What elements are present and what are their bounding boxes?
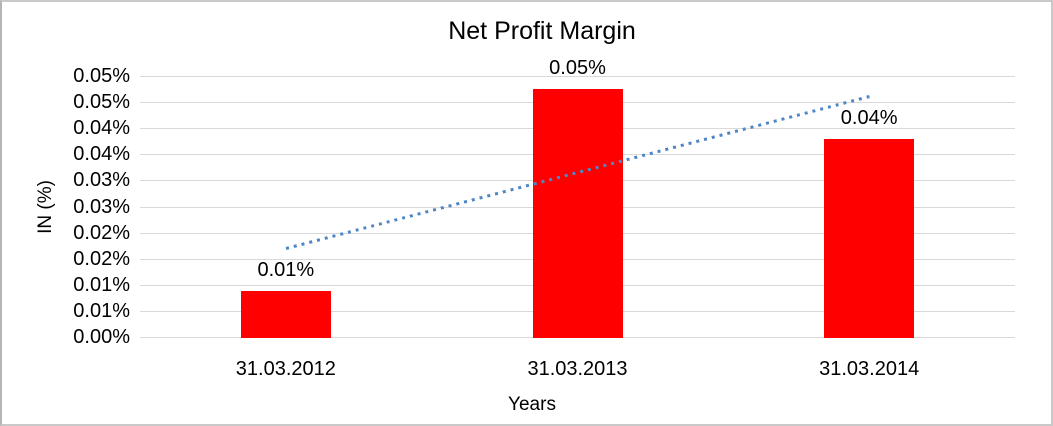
bar [241, 291, 331, 338]
bar-data-label: 0.05% [549, 57, 606, 79]
bar [824, 139, 914, 338]
y-axis-tick-labels: 0.05% 0.05% 0.04% 0.04% 0.03% 0.03% 0.02% 0.02%… [56, 66, 130, 347]
y-tick-label: 0.02% [73, 248, 130, 270]
bar-data-label: 0.04% [840, 107, 898, 129]
y-tick-label: 0.03% [73, 196, 130, 218]
chart-title: Net Profit Margin [448, 17, 636, 45]
y-tick-label: 0.02% [73, 222, 130, 244]
y-tick-label: 0.03% [73, 169, 130, 191]
bar-data-label: 0.01% [257, 259, 315, 281]
x-axis-title: Years [508, 394, 556, 415]
plot-area: 0.01% 0.05% 0.04% [140, 58, 1015, 338]
y-tick-label: 0.01% [73, 300, 130, 322]
y-tick-label: 0.04% [73, 117, 130, 139]
y-axis-title: IN (%) [35, 180, 56, 234]
x-tick-label: 31.03.2014 [819, 358, 920, 380]
y-tick-label: 0.00% [73, 326, 130, 348]
y-tick-label: 0.01% [73, 274, 130, 296]
x-tick-label: 31.03.2012 [235, 358, 336, 380]
x-axis-tick-labels: 31.03.2012 31.03.2013 31.03.2014 [140, 358, 1015, 380]
y-tick-label: 0.05% [73, 65, 130, 87]
bar [533, 89, 623, 338]
gridline [140, 76, 1015, 77]
y-tick-label: 0.05% [73, 91, 130, 113]
x-tick-label: 31.03.2013 [527, 358, 628, 380]
y-tick-label: 0.04% [73, 143, 130, 165]
